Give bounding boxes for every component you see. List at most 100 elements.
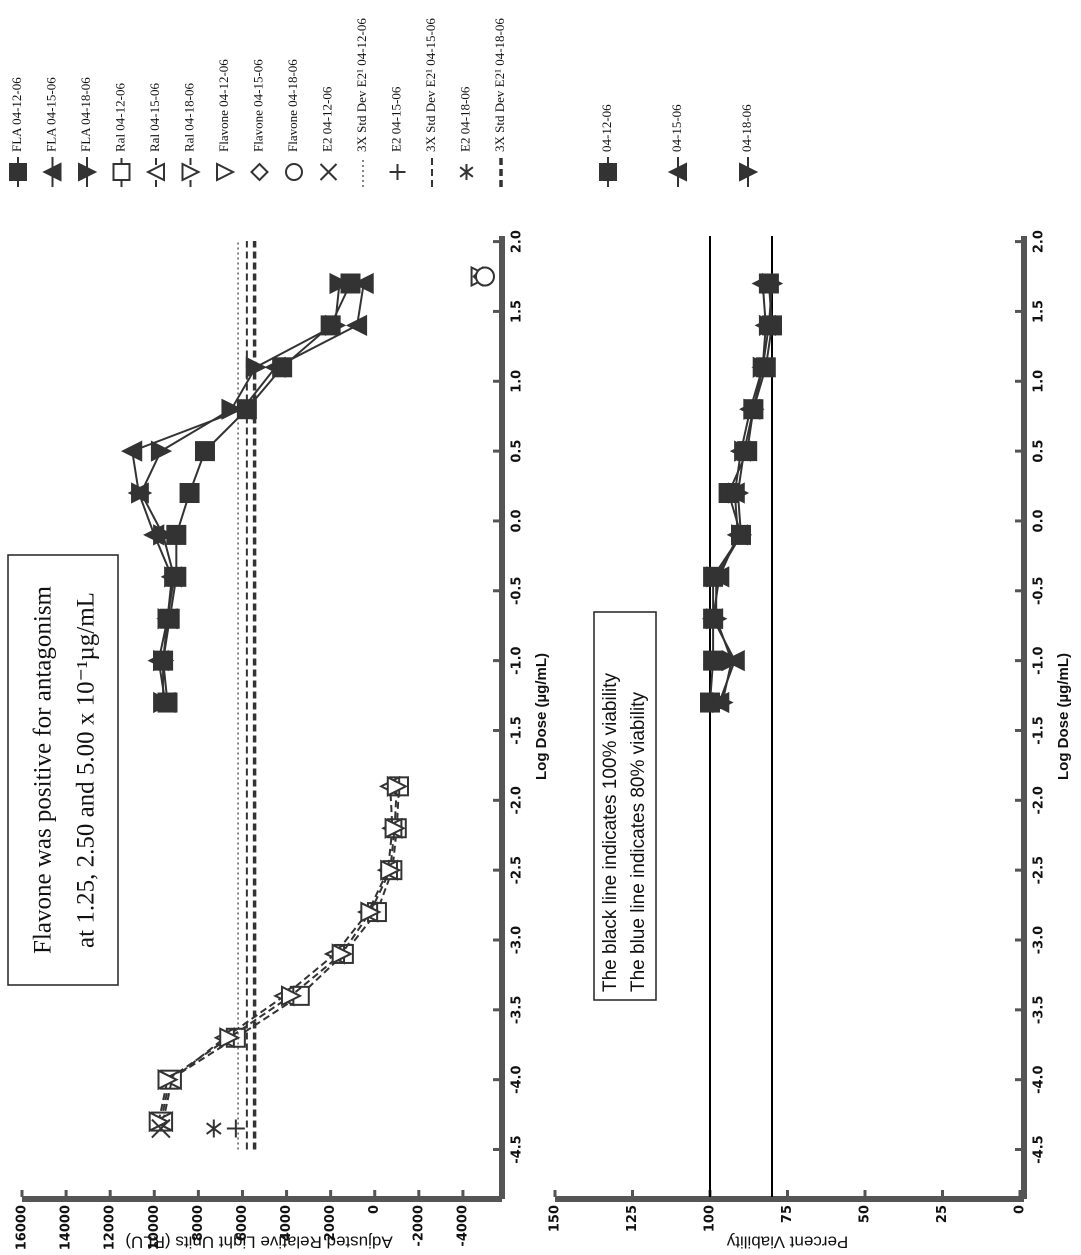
y-axis-title: Adjusted Relative Light Units (RLU) bbox=[125, 1233, 392, 1252]
y-tick-label: 25 bbox=[935, 1205, 950, 1223]
marker bbox=[325, 314, 347, 337]
marker bbox=[157, 608, 179, 630]
marker bbox=[206, 1119, 222, 1138]
marker bbox=[216, 162, 236, 182]
marker bbox=[194, 441, 215, 462]
marker bbox=[739, 162, 759, 182]
x-tick-label: -1.0 bbox=[510, 646, 525, 674]
marker bbox=[157, 1069, 179, 1091]
x-tick-label: -0.5 bbox=[510, 577, 525, 605]
x-tick-label: -4.0 bbox=[510, 1065, 525, 1093]
marker bbox=[703, 650, 724, 671]
x-tick-label: 0.5 bbox=[1032, 440, 1047, 463]
marker bbox=[758, 314, 781, 337]
marker bbox=[219, 1027, 241, 1049]
y-tick-label: 16000 bbox=[15, 1205, 30, 1250]
marker bbox=[42, 162, 62, 182]
marker bbox=[380, 859, 402, 881]
legend-label: FLA 04-12-06 bbox=[9, 77, 24, 152]
legend-label: 3X Std Dev E2¹ 04-15-06 bbox=[423, 18, 438, 152]
marker bbox=[264, 356, 286, 378]
x-tick-label: -4.5 bbox=[510, 1135, 525, 1163]
legend-label: Flavone 04-12-06 bbox=[216, 59, 231, 152]
marker bbox=[181, 162, 201, 182]
marker bbox=[352, 272, 374, 295]
x-tick-label: -3.0 bbox=[1032, 926, 1047, 954]
y-tick-label: 2000 bbox=[323, 1205, 338, 1241]
y-tick-label: 12000 bbox=[103, 1205, 118, 1250]
legend-label: Ral 04-15-06 bbox=[147, 83, 162, 152]
x-tick-label: -2.0 bbox=[1032, 786, 1047, 814]
y-tick-label: 75 bbox=[780, 1205, 795, 1223]
annotation-text: at 1.25, 2.50 and 5.00 x 10⁻¹µg/mL bbox=[73, 592, 100, 948]
x-axis-title: Log Dose (µg/mL) bbox=[533, 653, 550, 780]
marker bbox=[285, 163, 303, 181]
x-tick-label: -2.5 bbox=[510, 856, 525, 884]
legend-label: 04-18-06 bbox=[739, 104, 754, 152]
x-tick-label: -3.5 bbox=[1032, 996, 1047, 1024]
x-tick-label: 1.5 bbox=[1032, 300, 1047, 323]
x-axis-title: Log Dose (µg/mL) bbox=[1055, 653, 1072, 780]
y-tick-label: 0 bbox=[1013, 1205, 1028, 1214]
x-tick-label: 0.0 bbox=[1032, 509, 1047, 532]
legend-label: 04-15-06 bbox=[669, 104, 684, 152]
marker bbox=[667, 162, 687, 182]
marker bbox=[145, 162, 165, 182]
x-tick-label: 1.5 bbox=[510, 300, 525, 323]
marker bbox=[762, 272, 784, 295]
marker bbox=[706, 608, 728, 630]
marker bbox=[9, 163, 27, 181]
y-tick-label: -4000 bbox=[455, 1205, 470, 1247]
x-tick-label: 1.0 bbox=[1032, 370, 1047, 393]
annotation-text: Flavone was positive for antagonism bbox=[30, 585, 57, 954]
legend-label: FLA 04-15-06 bbox=[43, 77, 58, 152]
y-tick-label: 150 bbox=[548, 1205, 563, 1232]
series-line bbox=[159, 786, 400, 1122]
y-tick-label: 10000 bbox=[147, 1205, 162, 1250]
annotation-box bbox=[7, 554, 119, 986]
x-tick-label: -1.5 bbox=[1032, 716, 1047, 744]
legend-label: 3X Std Dev E2¹ 04-18-06 bbox=[492, 18, 507, 152]
marker bbox=[712, 691, 734, 714]
annotation-box bbox=[593, 611, 657, 1001]
series-line bbox=[162, 786, 394, 1122]
legend-label: Flavone 04-18-06 bbox=[285, 59, 300, 152]
annotation-text: The blue line indicates 80% viability bbox=[628, 692, 649, 992]
marker bbox=[112, 163, 131, 181]
marker bbox=[360, 901, 382, 923]
marker bbox=[153, 650, 175, 672]
marker bbox=[474, 266, 495, 287]
legend-label: 04-12-06 bbox=[599, 104, 614, 152]
x-tick-label: -0.5 bbox=[1032, 577, 1047, 605]
legend-label: Ral 04-18-06 bbox=[181, 83, 196, 152]
y-tick-label: 8000 bbox=[191, 1205, 206, 1241]
x-tick-label: -1.5 bbox=[510, 716, 525, 744]
legend-label: Flavone 04-15-06 bbox=[250, 59, 265, 152]
x-tick-label: -4.5 bbox=[1032, 1135, 1047, 1163]
annotation-text: The black line indicates 100% viability bbox=[600, 673, 621, 992]
marker bbox=[131, 482, 153, 504]
marker bbox=[78, 162, 98, 182]
x-tick-label: 0.5 bbox=[510, 440, 525, 463]
marker bbox=[331, 943, 353, 965]
marker bbox=[319, 163, 338, 181]
marker bbox=[250, 162, 269, 182]
marker bbox=[345, 314, 368, 337]
x-tick-label: -1.0 bbox=[1032, 646, 1047, 674]
y-tick-label: 14000 bbox=[59, 1205, 74, 1250]
x-tick-label: -3.5 bbox=[510, 996, 525, 1024]
y-tick-label: 6000 bbox=[235, 1205, 250, 1241]
marker bbox=[721, 650, 743, 672]
legend-label: E2 04-18-06 bbox=[457, 86, 472, 152]
x-tick-label: 0.0 bbox=[510, 509, 525, 532]
x-tick-label: -2.5 bbox=[1032, 856, 1047, 884]
legend-label: E2 04-15-06 bbox=[388, 86, 403, 152]
y-tick-label: -2000 bbox=[411, 1205, 426, 1247]
marker bbox=[120, 440, 143, 462]
marker bbox=[706, 566, 728, 588]
x-tick-label: -4.0 bbox=[1032, 1065, 1047, 1093]
series-line bbox=[139, 283, 341, 703]
marker bbox=[599, 163, 617, 181]
marker bbox=[164, 566, 186, 588]
